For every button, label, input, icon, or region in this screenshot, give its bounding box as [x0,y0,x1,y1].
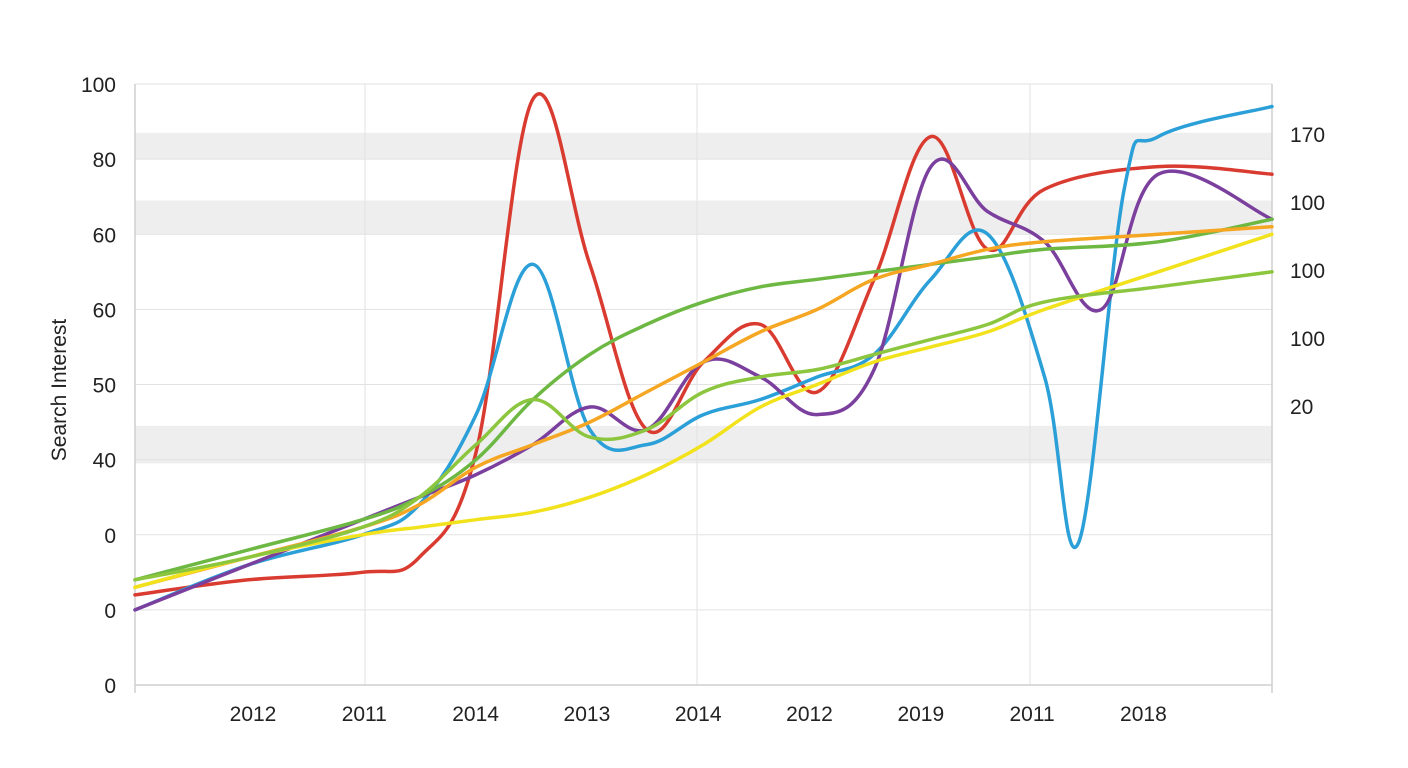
x-tick-label: 2014 [675,703,722,726]
y-tick-label: 60 [93,224,116,247]
x-tick-label: 2012 [230,703,277,726]
right-tick-label: 100 [1290,260,1325,283]
background-band [135,132,1272,160]
y-tick-label: 60 [93,299,116,322]
y-axis-title: Search Interest [48,319,71,462]
right-tick-label: 170 [1290,124,1325,147]
series-line-1 [133,92,1274,597]
y-tick-label: 40 [93,450,116,473]
y-tick-label: 50 [93,375,116,398]
x-tick-label: 2011 [342,703,387,726]
series-line-5 [133,224,1274,590]
series-line-6 [133,232,1274,590]
background-band [135,200,1272,235]
x-tick-label: 2019 [897,703,944,726]
right-tick-label: 100 [1290,328,1325,351]
tick-labels: 100 80 60 60 50 40 0 0 0 170 100 100 100 20 2012 2011 20… [81,74,1325,726]
series-line-2 [133,104,1274,612]
right-tick-label: 100 [1290,192,1325,215]
y-tick-label: 80 [93,149,116,172]
x-tick-label: 2012 [786,703,833,726]
x-tick-label: 2013 [564,703,611,726]
y-tick-label: 0 [104,600,116,623]
x-tick-label: 2011 [1010,703,1055,726]
background-bands [135,132,1272,464]
y-tick-label: 0 [104,525,116,548]
series-group [133,92,1274,612]
series-line-7 [133,270,1274,582]
series-line-4 [133,217,1274,582]
axes [134,84,1273,693]
y-tick-label: 0 [104,675,116,698]
x-tick-label: 2018 [1120,703,1167,726]
x-tick-label: 2014 [452,703,499,726]
y-tick-label: 100 [81,74,116,97]
right-tick-label: 20 [1290,396,1313,419]
